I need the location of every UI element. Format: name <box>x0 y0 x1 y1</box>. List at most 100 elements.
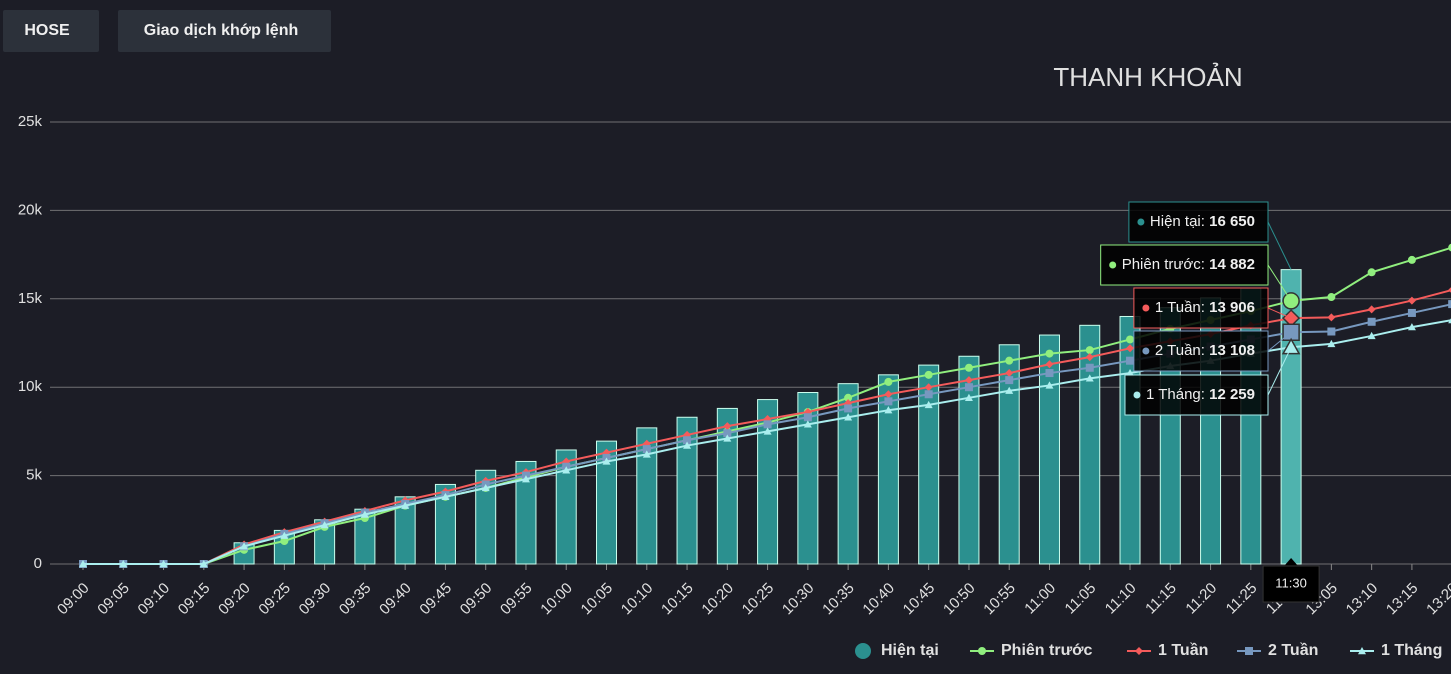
tooltip: 1 Tháng: 12 259 <box>1124 347 1292 416</box>
point <box>1126 335 1135 344</box>
point <box>1135 647 1143 655</box>
bar <box>636 427 658 565</box>
chart-title: THANH KHOẢN <box>1053 62 1242 92</box>
point <box>1367 305 1376 314</box>
point <box>1045 369 1054 378</box>
point <box>642 450 651 458</box>
point <box>1407 255 1416 264</box>
tooltip-value: 14 882 <box>1209 256 1255 273</box>
point <box>1327 339 1336 348</box>
point <box>978 647 986 655</box>
tooltip-dot <box>1137 218 1145 226</box>
tooltip-value: 13 906 <box>1209 299 1255 316</box>
button-label[interactable]: HOSE <box>24 22 70 39</box>
legend-label: Phiên trước <box>1001 642 1093 659</box>
point <box>1005 386 1014 394</box>
crosshair-label: 11:30 <box>1275 575 1307 590</box>
point <box>1281 337 1301 355</box>
point <box>159 560 168 568</box>
tooltip-connector <box>1267 264 1292 302</box>
y-tick-label: 10k <box>18 378 43 395</box>
point <box>964 363 973 372</box>
point <box>803 420 812 428</box>
tooltip-label: 2 Tuần: <box>1155 342 1205 359</box>
bar <box>1240 287 1262 565</box>
button[interactable] <box>3 10 99 52</box>
tooltip-dot <box>1109 261 1117 269</box>
point <box>1327 327 1336 336</box>
bar <box>676 416 698 565</box>
button-label[interactable]: Giao dịch khớp lệnh <box>144 22 299 39</box>
tooltip-label: Hiện tại: <box>1150 213 1205 230</box>
point <box>1448 300 1451 309</box>
point <box>924 370 933 379</box>
tooltip-box <box>1100 244 1269 286</box>
point <box>1045 360 1054 369</box>
point <box>1327 293 1336 302</box>
legend-symbol <box>855 643 871 659</box>
point <box>1407 323 1416 331</box>
tooltip-value: 13 108 <box>1209 342 1255 359</box>
point <box>1358 647 1366 655</box>
point <box>924 400 933 409</box>
point <box>642 445 651 454</box>
y-tick-label: 5k <box>26 467 42 484</box>
tooltip-box <box>1133 287 1269 329</box>
point <box>360 510 369 518</box>
point <box>844 393 853 402</box>
tooltip-dot <box>1133 391 1141 399</box>
tooltip-text: 2 Tuần: 13 108 <box>1155 342 1255 359</box>
point <box>844 413 853 421</box>
tooltip-text: Phiên trước: 14 882 <box>1122 256 1255 273</box>
point <box>481 483 490 492</box>
crosshair-label-box <box>1262 565 1320 603</box>
point <box>924 390 933 399</box>
tooltip-value: 16 650 <box>1209 213 1255 230</box>
point <box>1045 381 1054 389</box>
point <box>1448 243 1451 252</box>
legend-label: 1 Tuần <box>1158 642 1208 659</box>
bar <box>716 407 738 565</box>
point <box>1367 268 1376 277</box>
point <box>844 404 853 413</box>
point <box>763 420 772 429</box>
point <box>280 531 289 539</box>
tooltip-value: 12 259 <box>1209 386 1255 403</box>
button[interactable] <box>118 10 331 52</box>
tooltip-connector <box>1267 347 1292 396</box>
tooltip: Phiên trước: 14 882 <box>1100 244 1292 302</box>
bar <box>434 483 456 565</box>
bar <box>837 383 859 565</box>
tooltip: Hiện tại: 16 650 <box>1128 201 1292 270</box>
point <box>199 560 208 568</box>
tooltip-label: 1 Tháng: <box>1146 386 1205 403</box>
y-tick-label: 15k <box>18 290 43 307</box>
point <box>1367 331 1376 340</box>
bar <box>515 460 537 565</box>
point <box>723 429 732 438</box>
bar <box>596 440 618 565</box>
y-tick-label: 0 <box>34 555 42 572</box>
point <box>763 427 772 435</box>
point <box>723 434 732 442</box>
bar <box>958 355 980 565</box>
point <box>964 376 973 385</box>
point <box>924 383 933 392</box>
point <box>964 393 973 402</box>
y-tick-label: 25k <box>18 113 43 130</box>
point <box>1085 363 1094 372</box>
point <box>884 390 893 399</box>
legend-label: 2 Tuần <box>1268 642 1318 659</box>
point <box>521 475 530 483</box>
point <box>1407 296 1416 305</box>
tooltip-label: Phiên trước: <box>1122 256 1205 273</box>
point <box>1085 353 1094 362</box>
point <box>119 560 128 568</box>
legend-label: 1 Tháng <box>1381 642 1442 659</box>
point <box>1367 317 1376 326</box>
point <box>1126 369 1135 377</box>
tooltip-connector <box>1267 307 1292 319</box>
point <box>602 457 611 465</box>
tooltip-text: Hiện tại: 16 650 <box>1150 213 1255 230</box>
tooltip: 1 Tuần: 13 906 <box>1133 287 1292 329</box>
